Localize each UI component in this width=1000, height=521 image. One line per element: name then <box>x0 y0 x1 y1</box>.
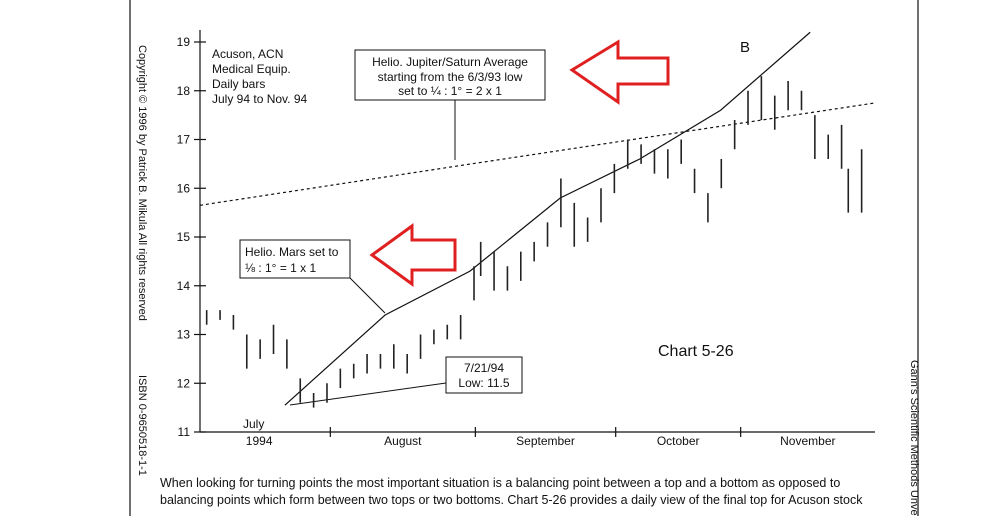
year-label: 1994 <box>246 434 273 448</box>
month-label: November <box>780 434 835 448</box>
month-label: October <box>657 434 700 448</box>
chart-label: Chart 5-26 <box>658 343 734 360</box>
arrow <box>369 223 457 287</box>
point-label: B <box>740 39 750 56</box>
note-box <box>354 49 546 101</box>
y-tick-label: 14 <box>177 279 191 293</box>
note: set to ¼ : 1° = 2 x 1 <box>398 84 502 98</box>
copyright: Copyright © 1996 by Patrick B. Mikula Al… <box>136 45 148 321</box>
note: 7/21/94 <box>464 361 504 375</box>
note: starting from the 6/3/93 low <box>378 70 523 84</box>
chart-title: Daily bars <box>212 77 265 91</box>
note-box <box>239 239 351 279</box>
y-tick-label: 15 <box>177 230 191 244</box>
month-label: September <box>516 434 575 448</box>
july-label: July <box>243 417 264 431</box>
arrow <box>569 39 670 105</box>
pointer <box>289 382 447 406</box>
book-title: Gann's Scientific Methods Unve <box>908 360 920 516</box>
y-tick-label: 13 <box>177 328 191 342</box>
note-box <box>445 356 523 394</box>
y-tick-label: 12 <box>177 376 191 390</box>
pointer <box>349 277 386 314</box>
note: Low: 11.5 <box>458 376 509 390</box>
chart-title: July 94 to Nov. 94 <box>212 92 307 106</box>
month-label: August <box>384 434 422 448</box>
y-tick-label: 17 <box>177 133 191 147</box>
note: ⅛ : 1° = 1 x 1 <box>245 261 317 275</box>
y-tick-label: 11 <box>178 425 191 439</box>
chart-title: Acuson, ACN <box>212 47 283 61</box>
body-text: balancing points which form between two … <box>160 493 863 507</box>
note: Helio. Mars set to <box>245 245 339 259</box>
chart-title: Medical Equip. <box>212 62 291 76</box>
y-tick-label: 19 <box>177 35 191 49</box>
line <box>199 102 876 206</box>
note: Helio. Jupiter/Saturn Average <box>372 55 528 69</box>
isbn: ISBN 0-9650518-1-1 <box>136 375 148 476</box>
body-text: When looking for turning points the most… <box>160 476 840 490</box>
y-tick-label: 18 <box>177 84 191 98</box>
y-tick-label: 16 <box>177 181 191 195</box>
